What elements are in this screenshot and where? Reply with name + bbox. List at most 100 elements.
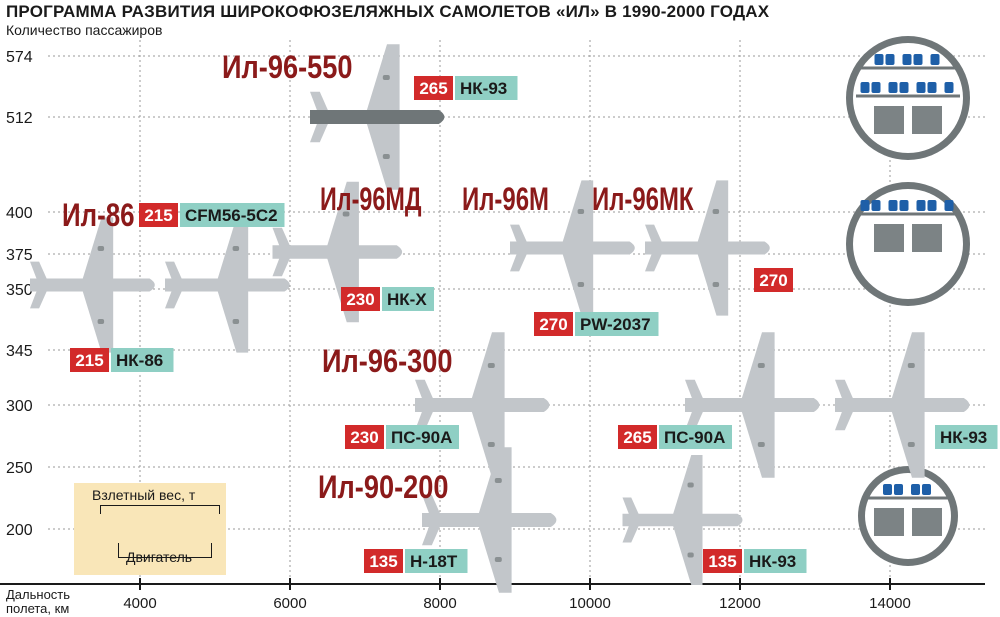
aircraft-engine-label: НК-86 — [116, 351, 163, 370]
aircraft-weight-label: 135 — [708, 552, 736, 571]
seat-icon — [922, 484, 931, 495]
cargo-container — [874, 508, 904, 536]
aircraft-engine-label: НК-93 — [940, 428, 987, 447]
seat-icon — [871, 82, 881, 93]
aircraft-engine-badge — [180, 203, 285, 227]
fuselage — [415, 398, 550, 412]
seat-icon — [911, 484, 920, 495]
fuselage — [30, 278, 155, 292]
seat-icon — [944, 200, 954, 211]
legend-box — [74, 483, 226, 575]
tail-upper — [835, 379, 855, 402]
wing-upper — [478, 447, 512, 516]
y-tick-label: 250 — [6, 460, 33, 477]
y-tick-label: 574 — [6, 49, 33, 66]
legend-weight-label: Взлетный вес, т — [92, 487, 196, 503]
wing-lower — [366, 121, 400, 190]
tail-lower — [622, 523, 640, 543]
engine-icon — [232, 246, 240, 251]
seat-icon — [899, 82, 909, 93]
fuselage — [272, 245, 403, 259]
wing-lower — [562, 252, 594, 316]
aircraft-weight-label: 230 — [350, 428, 378, 447]
cargo-container — [912, 508, 942, 536]
aircraft-engine-badge — [744, 549, 807, 573]
legend-weight-connector — [100, 505, 220, 514]
aircraft-il-96m — [510, 180, 635, 316]
aircraft-weight-label: 270 — [759, 271, 787, 290]
seat-icon — [894, 484, 903, 495]
aircraft-engine-label: CFM56-5C2 — [185, 206, 278, 225]
aircraft-weight-badge — [139, 203, 178, 227]
engine-icon — [97, 246, 105, 251]
aircraft-weight-label: 215 — [144, 206, 172, 225]
tail-upper — [510, 224, 529, 245]
seat-icon — [899, 200, 909, 211]
engine-icon — [712, 209, 720, 214]
tail-lower — [510, 251, 529, 272]
cross-section-wide — [846, 182, 970, 306]
y-tick-label: 400 — [6, 205, 33, 222]
aircraft-weight-badge — [534, 312, 573, 336]
wing-upper — [471, 332, 505, 401]
aircraft-engine-badge — [659, 425, 732, 449]
aircraft-point: Ил-96МК 270 — [592, 181, 793, 292]
aircraft-point: 215 НК-86 — [70, 348, 174, 372]
tail-upper — [310, 91, 330, 114]
aircraft-il-96-300-nk93 — [835, 332, 970, 478]
aircraft-il-90-200 — [422, 447, 557, 593]
wing-upper — [891, 332, 925, 401]
aircraft-weight-badge — [703, 549, 742, 573]
fuselage — [165, 278, 290, 292]
tail-lower — [422, 523, 442, 546]
cargo-container — [912, 106, 942, 134]
seat-icon — [927, 200, 937, 211]
seat-icon — [883, 484, 892, 495]
x-tick-label: 4000 — [123, 595, 156, 612]
engine-icon — [382, 154, 390, 159]
tail-upper — [165, 261, 184, 282]
seat-icon — [930, 54, 940, 65]
aircraft-engine-label: НК-Х — [387, 290, 427, 309]
wing-upper — [217, 217, 249, 281]
aircraft-name-label: Ил-96М — [462, 181, 549, 217]
aircraft-weight-badge — [341, 287, 380, 311]
tail-lower — [645, 251, 664, 272]
aircraft-point: НК-93 — [935, 425, 998, 449]
wing-lower — [891, 409, 925, 478]
cargo-container — [874, 224, 904, 252]
seat-icon — [913, 54, 923, 65]
aircraft-weight-label: 230 — [346, 290, 374, 309]
fuselage — [835, 398, 970, 412]
tail-lower — [415, 408, 435, 431]
seat-icon — [860, 82, 870, 93]
aircraft-weight-label: 265 — [623, 428, 651, 447]
y-tick-label: 345 — [6, 343, 33, 360]
aircraft-il-90-200-variant — [622, 455, 743, 585]
aircraft-engine-badge — [575, 312, 659, 336]
wing-upper — [326, 181, 359, 248]
y-tick-label: 300 — [6, 398, 33, 415]
engine-icon — [487, 363, 495, 368]
aircraft-name-label: Ил-86 — [62, 197, 135, 233]
aircraft-weight-badge — [345, 425, 384, 449]
engine-icon — [342, 211, 350, 217]
seat-icon — [871, 200, 881, 211]
wing-lower — [478, 524, 512, 593]
aircraft-point: Ил-86 215 CFM56-5C2 — [62, 197, 285, 233]
x-tick-label: 6000 — [273, 595, 306, 612]
y-tick-label: 200 — [6, 522, 33, 539]
aircraft-point: Ил-96МД 230 НК-Х — [320, 181, 434, 311]
aircraft-weight-label: 265 — [419, 79, 447, 98]
aircraft-engine-label: PW-2037 — [580, 315, 651, 334]
legend-engine-connector — [118, 543, 212, 558]
tail-lower — [272, 255, 292, 277]
engine-icon — [494, 557, 502, 562]
y-axis-label: Количество пассажиров — [6, 22, 163, 38]
fuselage — [510, 241, 635, 255]
tail-lower — [165, 288, 184, 309]
wing-lower — [217, 289, 249, 353]
seat-icon — [874, 54, 884, 65]
wing-upper — [697, 180, 729, 244]
